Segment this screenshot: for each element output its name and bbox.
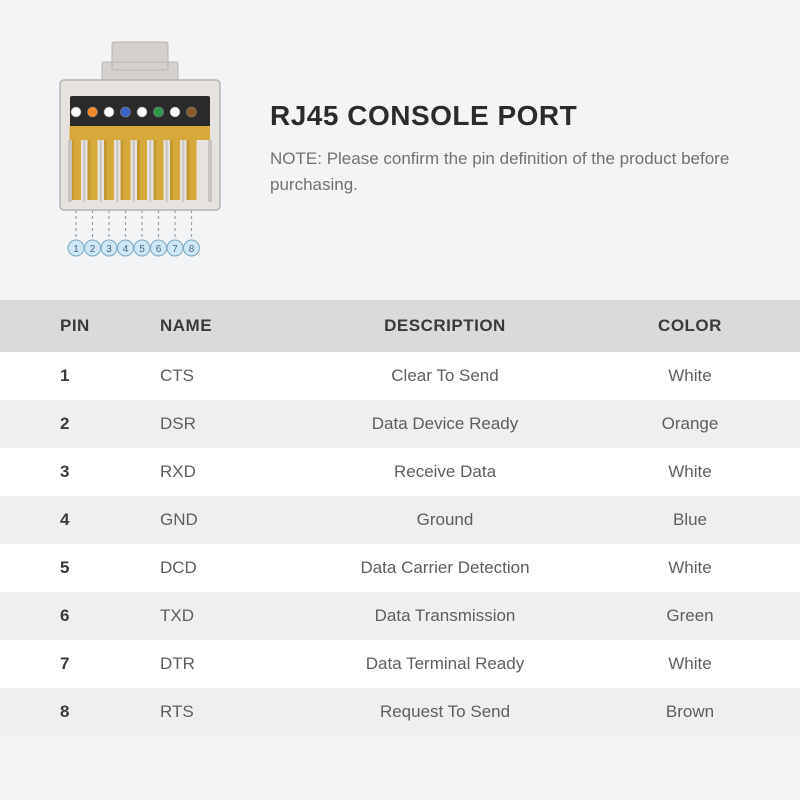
col-header-color: COLOR xyxy=(620,316,760,336)
pin-label-text-4: 4 xyxy=(123,244,129,255)
header-text-block: RJ45 CONSOLE PORT NOTE: Please confirm t… xyxy=(270,40,760,197)
gold-contact-top-3 xyxy=(103,126,116,140)
cell-pin: 3 xyxy=(60,462,160,482)
wire-dot-6 xyxy=(154,107,164,117)
pin-label-text-6: 6 xyxy=(156,244,162,255)
table-row: 6TXDData TransmissionGreen xyxy=(0,592,800,640)
cell-color: Green xyxy=(620,606,760,626)
cell-pin: 7 xyxy=(60,654,160,674)
connector-clip xyxy=(102,42,178,82)
cell-name: CTS xyxy=(160,366,310,386)
wire-dot-1 xyxy=(71,107,81,117)
gold-contact-top-1 xyxy=(70,126,83,140)
cell-description: Clear To Send xyxy=(310,366,620,386)
note-body: Please confirm the pin definition of the… xyxy=(270,149,729,194)
cell-name: DCD xyxy=(160,558,310,578)
cell-pin: 6 xyxy=(60,606,160,626)
table-row: 1CTSClear To SendWhite xyxy=(0,352,800,400)
col-header-name: NAME xyxy=(160,316,310,336)
gold-contact-top-4 xyxy=(119,126,132,140)
table-header-row: PIN NAME DESCRIPTION COLOR xyxy=(0,300,800,352)
gold-contact-top-8 xyxy=(185,126,198,140)
gold-contact-top-6 xyxy=(152,126,165,140)
note-label: NOTE: xyxy=(270,149,322,168)
wire-dot-4 xyxy=(121,107,131,117)
wire-dot-8 xyxy=(187,107,197,117)
cell-color: Brown xyxy=(620,702,760,722)
col-header-desc: DESCRIPTION xyxy=(310,316,620,336)
page-title: RJ45 CONSOLE PORT xyxy=(270,100,760,132)
table-row: 4GNDGroundBlue xyxy=(0,496,800,544)
cell-name: RXD xyxy=(160,462,310,482)
pin-label-text-1: 1 xyxy=(73,244,79,255)
pin-label-text-5: 5 xyxy=(139,244,145,255)
wire-dot-5 xyxy=(137,107,147,117)
pin-table: PIN NAME DESCRIPTION COLOR 1CTSClear To … xyxy=(0,300,800,800)
pin-label-text-2: 2 xyxy=(90,244,96,255)
table-row: 5DCDData Carrier DetectionWhite xyxy=(0,544,800,592)
cell-color: White xyxy=(620,366,760,386)
wire-dot-2 xyxy=(88,107,98,117)
header-section: 12345678 RJ45 CONSOLE PORT NOTE: Please … xyxy=(0,0,800,300)
wire-dot-7 xyxy=(170,107,180,117)
pin-label-text-8: 8 xyxy=(189,244,195,255)
wire-dot-3 xyxy=(104,107,114,117)
gold-contact-top-2 xyxy=(86,126,99,140)
cell-color: White xyxy=(620,654,760,674)
note-text: NOTE: Please confirm the pin definition … xyxy=(270,146,760,197)
cell-color: Blue xyxy=(620,510,760,530)
cell-color: White xyxy=(620,462,760,482)
cell-name: RTS xyxy=(160,702,310,722)
cell-pin: 2 xyxy=(60,414,160,434)
cell-name: GND xyxy=(160,510,310,530)
cell-name: DTR xyxy=(160,654,310,674)
cell-color: White xyxy=(620,558,760,578)
pin-label-text-3: 3 xyxy=(106,244,112,255)
cell-description: Ground xyxy=(310,510,620,530)
table-row: 2DSRData Device ReadyOrange xyxy=(0,400,800,448)
cell-description: Data Terminal Ready xyxy=(310,654,620,674)
table-row: 7DTRData Terminal ReadyWhite xyxy=(0,640,800,688)
cell-pin: 8 xyxy=(60,702,160,722)
table-body: 1CTSClear To SendWhite2DSRData Device Re… xyxy=(0,352,800,736)
gold-contact-top-7 xyxy=(169,126,182,140)
cell-pin: 1 xyxy=(60,366,160,386)
cell-description: Data Carrier Detection xyxy=(310,558,620,578)
table-row: 8RTSRequest To SendBrown xyxy=(0,688,800,736)
cell-color: Orange xyxy=(620,414,760,434)
cell-name: DSR xyxy=(160,414,310,434)
cell-name: TXD xyxy=(160,606,310,626)
connector-pin-labels: 12345678 xyxy=(68,210,200,256)
gold-contact-top-5 xyxy=(136,126,149,140)
rj45-connector-diagram: 12345678 xyxy=(40,40,240,280)
cell-description: Data Device Ready xyxy=(310,414,620,434)
col-header-pin: PIN xyxy=(60,316,160,336)
cell-description: Receive Data xyxy=(310,462,620,482)
cell-pin: 4 xyxy=(60,510,160,530)
cell-description: Data Transmission xyxy=(310,606,620,626)
connector-svg: 12345678 xyxy=(40,40,240,280)
table-row: 3RXDReceive DataWhite xyxy=(0,448,800,496)
pin-label-text-7: 7 xyxy=(172,244,178,255)
cell-description: Request To Send xyxy=(310,702,620,722)
cell-pin: 5 xyxy=(60,558,160,578)
